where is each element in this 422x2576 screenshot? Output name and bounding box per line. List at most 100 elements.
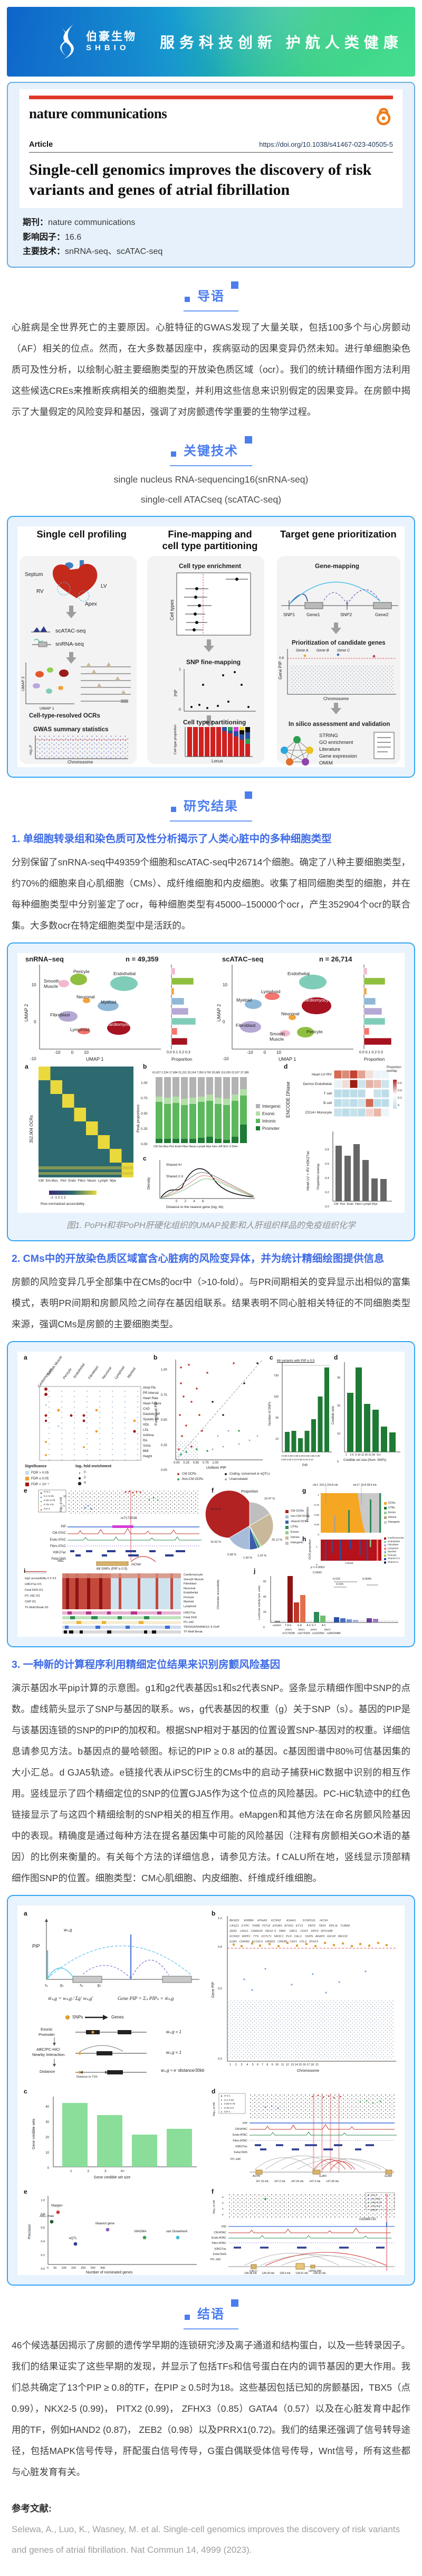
- f2-j-refs: (REF) (REF) (REF) (REF): [285, 1628, 331, 1631]
- f3-a-sg: s₁ g₁ s₂ g₂: [45, 1984, 101, 1988]
- f2-f-p2: 29.01 %: [210, 1508, 222, 1512]
- ga-celltypes-label: Cell types: [169, 599, 175, 620]
- f1-endo-l: Endothelial: [113, 970, 136, 976]
- f3-d: d: [212, 2088, 216, 2096]
- f2-e-gene: HCN4: [131, 1563, 141, 1567]
- f1-r-ylabel: UMAP 2: [216, 1004, 222, 1022]
- f2-f-p6: 1.02 %: [257, 1554, 267, 1558]
- f1-left-title: snRNA–seq: [25, 955, 64, 963]
- f2-j-snps: rs7172038 rs3176326 rs1152591 rs35620480: [282, 1632, 341, 1636]
- ga-col1-title: Single cell profiling: [36, 528, 127, 540]
- figure1-art: [39, 964, 397, 1202]
- f2-g-chr1: chr1: 153.2-154.8 mb: [313, 1484, 338, 1487]
- graphical-abstract-figure: Single cell profiling Fine-mapping and c…: [17, 526, 405, 767]
- meta-if-value: 16.6: [65, 232, 82, 242]
- f2-j-p2: 0.0043: [313, 1571, 322, 1575]
- f2-j: j: [254, 1567, 256, 1575]
- f1-peak-y: Peak proportions: [137, 1104, 140, 1133]
- f2-i-leg: log2 accessibility 0 2 4 6 H3K27ac 0/1 F…: [25, 1577, 56, 1610]
- f2-h-yticks: 1 0: [316, 1546, 318, 1567]
- f1-legend-b: Intergenic Exonic Intronic Promoter: [262, 1103, 281, 1131]
- f3-e-magma: MAGMA: [135, 2230, 147, 2234]
- ga-scatac-label: scATAC-seq: [55, 627, 86, 634]
- f2-h-xlabel: Locus: [346, 1562, 353, 1565]
- f2-e-tracks: PIP CM ATAC Endo ATAC Fibro ATAC H3K27ac…: [50, 1525, 66, 1561]
- f1-scale-label: Row normalized accessibility: [41, 1202, 85, 1206]
- f1-cm-l: Cardiomyocyte: [106, 1021, 136, 1027]
- f3-e-yticks: 1.0 0.8 0.6 0.4 0.2 0.0: [41, 2199, 45, 2271]
- doi-link[interactable]: https://doi.org/10.1038/s41467-023-40505…: [259, 140, 393, 148]
- ga-one: 1: [179, 667, 181, 672]
- f1-r-fibro-l: Fibroblast: [236, 1022, 256, 1028]
- sub2-paragraph: 房颤的风险变异几乎全部集中在CMs的ocr中（>10-fold）。与PR间期相关…: [12, 1277, 410, 1330]
- f2-g-chr17: chr17: 36.8-38.9 mb: [353, 1484, 377, 1487]
- journal-red-bar: [29, 96, 393, 99]
- ga-insilico-list: STRING GO enrichment Literature Gene exp…: [319, 732, 357, 766]
- section-conclusion-header: 结语: [0, 2299, 422, 2330]
- f2-a: a: [24, 1354, 27, 1362]
- f3-c: c: [24, 2088, 27, 2096]
- section-conclusion-title: 结语: [197, 2307, 225, 2322]
- f1-l-xlabel: UMAP 1: [86, 1056, 104, 1062]
- f1-r-yticks: 10 0 -10: [223, 982, 229, 1061]
- f2-c-bins: >0.98 0.95-0.99 0.90-0.95 0.80-0.90 0.50…: [281, 1455, 320, 1461]
- f2-b-ylabel: Functional PIP: [155, 1401, 158, 1426]
- f3-a: a: [24, 1910, 27, 1918]
- sub1-paragraph: 分别保留了snRNA-seq中49359个细胞和scATAC-seq中26714…: [12, 856, 410, 931]
- f2-c-xlabel: PIP: [302, 1464, 308, 1468]
- f1-peak-ticks: 1.00 0.75 0.50 0.25 0.00: [141, 1081, 148, 1146]
- f3-b-t3: 0.5: [218, 1987, 222, 1991]
- f2-f: f: [212, 1487, 214, 1495]
- f2-b-xlabel: Uniform PIP: [206, 1466, 226, 1470]
- f2-e-snp: rs7172038: [121, 1516, 137, 1521]
- f3-e-mapgen: Mapgen: [51, 2204, 63, 2208]
- section-tech-header: 关键技术: [0, 436, 422, 466]
- f2-i-side: Chromatin accessibility: [217, 1579, 220, 1610]
- figure3-art: [45, 1916, 397, 2271]
- f2-h-ylabel: OCR proportion: [309, 1539, 312, 1560]
- f1-right-n: n = 26,714: [319, 955, 352, 963]
- f3-c-yticks: 40 30 20 10 0: [45, 2106, 49, 2171]
- f3-e: e: [24, 2188, 27, 2196]
- ga-gwas-label: GWAS summary statistics: [33, 726, 109, 733]
- ga-pip-label: PIP: [174, 689, 178, 696]
- f2-j-yticks: 60 40 20 0: [263, 1580, 266, 1630]
- meta-journal-value: nature communications: [48, 218, 136, 227]
- f3-b-t4: 0.0: [218, 2058, 222, 2061]
- ga-gene1-label: Gene1: [306, 611, 320, 617]
- ga-umap2-label: UMAP 2: [21, 676, 25, 691]
- tech-list: single nucleus RNA-sequencing16(snRNA-se…: [12, 469, 410, 509]
- figure3: a PIP wₛ,g s₁ g₁ s₂ g₂ w̃ₛ,g = wₛ,g ⁄ Σg…: [17, 1905, 405, 2276]
- f2-e-abc: ABC: [57, 1560, 64, 1563]
- sub2-heading: 2. CMs中的开放染色质区域富含心脏病的风险变异体，并为统计精细绘图提供信息: [12, 1252, 385, 1265]
- f1-r-proplabel: Proportion: [364, 1056, 385, 1062]
- f1-dens-xticks: 0 2 4 6: [176, 1200, 204, 1203]
- reference-text: Selewa, A., Luo, K., Wasney, M. et al. S…: [12, 2524, 400, 2555]
- meta-if: 影响因子：16.6: [23, 230, 399, 245]
- f3-d-ylabel: -log₁₀ p-val: [213, 2102, 216, 2117]
- f3-e-eqtl: eQTL: [69, 2237, 78, 2241]
- f3-d-legend: 0–0.1 0.1–0.25 0.25–0.75 0.75–0.9 0.9–1: [224, 2094, 235, 2113]
- f2-b-leg1: CM OCRs Non-CM OCRs: [182, 1473, 204, 1482]
- figure2-art: [25, 1359, 400, 1634]
- f1-l-yticks: 10 0 -10: [30, 982, 36, 1061]
- section-intro-title: 导语: [197, 289, 225, 304]
- f3-a-f1: w̃ₛ,g = wₛ,g ⁄ Σg′ wₛ,g′: [48, 1996, 93, 2002]
- f2-e-yticks: 10 5: [63, 1495, 66, 1508]
- ga-snpfm-label: SNP fine-mapping: [186, 658, 241, 666]
- f3-f-ylabel: -log₁₀ p-val: [213, 2200, 216, 2215]
- f3-c-xlabel: Gene credible set size: [94, 2176, 131, 2180]
- f2-j-p5: 0.015: [336, 1583, 343, 1587]
- f1-scale-ticks: -2 -1 0 1 2: [50, 1195, 66, 1200]
- f3-f-tracks: PIP CM ATAC Endo ATAC Fibro ATAC H3K27ac…: [212, 2225, 226, 2256]
- f1-r-xlabel: UMAP 1: [279, 1056, 296, 1062]
- f3-e-xticks: 0 50 100 150 200 250 300: [47, 2267, 106, 2270]
- tech-item-snrna: single nucleus RNA-sequencing16(snRNA-se…: [113, 474, 309, 485]
- ga-lv-label: LV: [101, 583, 107, 589]
- banner-slogan: 服务科技创新 护航人类健康: [160, 34, 403, 51]
- section-results-header: 研究结果: [0, 791, 422, 822]
- f2-c-ylabel: Number of SNPs: [268, 1402, 272, 1426]
- ga-snrna-label: snRNA-seq: [55, 640, 84, 647]
- ga-gwas-x-label: Chromosome: [68, 759, 93, 765]
- f3-f-g1: CALU: [250, 2270, 257, 2273]
